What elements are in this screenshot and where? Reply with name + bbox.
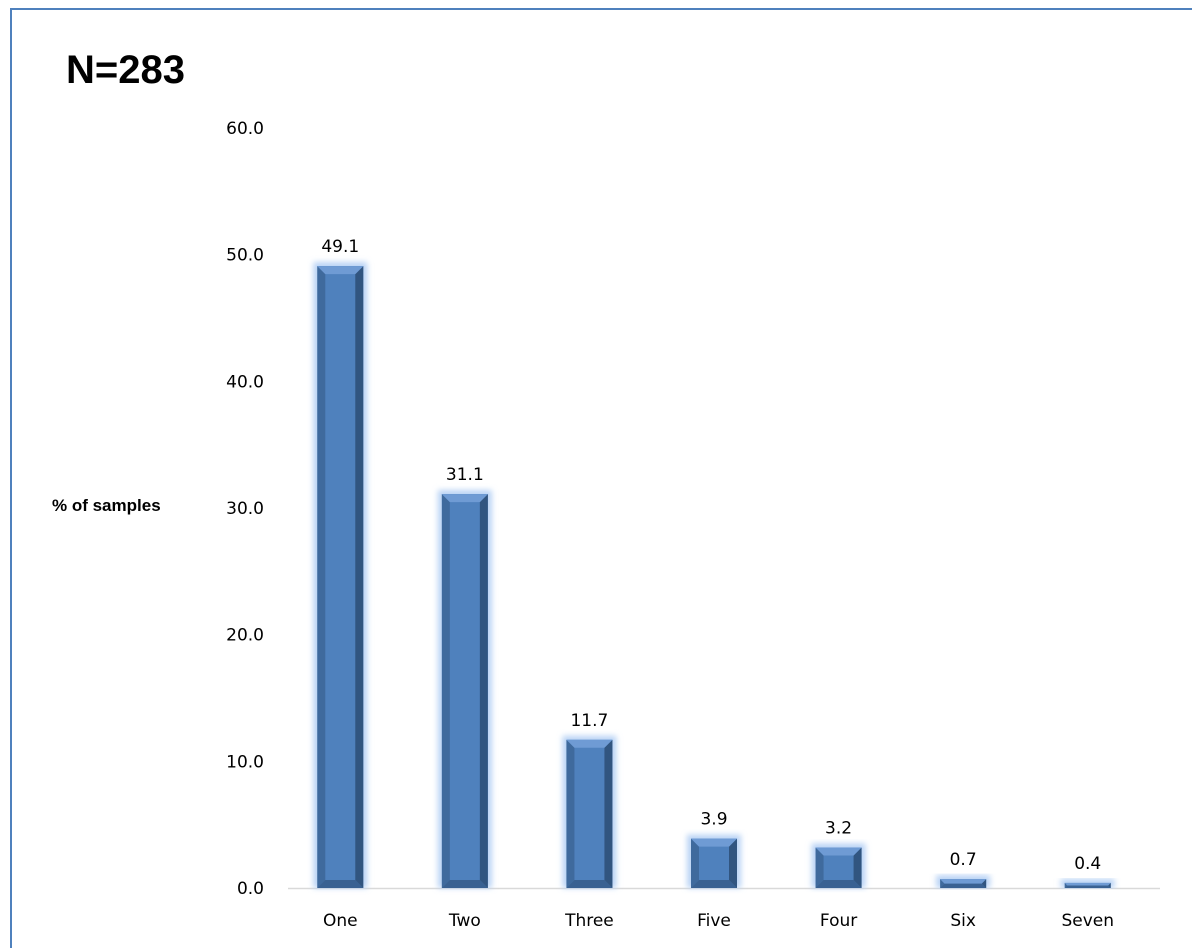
bar-five (687, 834, 741, 888)
bar-bevel (479, 494, 488, 888)
bar-bevel (1108, 882, 1111, 888)
data-label: 3.9 (700, 810, 727, 830)
data-label: 11.7 (570, 711, 608, 731)
bar-bevel (1064, 882, 1111, 886)
bar-bevel (940, 879, 987, 884)
y-tick-label: 60.0 (226, 119, 264, 139)
data-label: 0.7 (950, 850, 977, 870)
bar-bevel (441, 494, 450, 888)
x-tick-label: Three (564, 911, 614, 931)
bar-bevel (853, 847, 862, 888)
y-tick-label: 10.0 (226, 752, 264, 772)
bar-bevel (441, 880, 488, 888)
bar-bevel (566, 739, 613, 748)
bar-bevel (691, 838, 699, 888)
bar-bevel (981, 879, 987, 888)
bar-bevel (566, 880, 613, 888)
bar-bevel (815, 880, 862, 888)
bar-bevel (1064, 882, 1068, 888)
bar-bevel (691, 838, 737, 847)
chart-title: N=283 (66, 48, 185, 92)
bar-bevel (815, 847, 862, 856)
bar-bevel (317, 266, 326, 889)
y-tick-label: 20.0 (226, 626, 264, 646)
data-label: 0.4 (1074, 854, 1101, 874)
y-tick-label: 50.0 (226, 246, 264, 266)
x-tick-label: Five (697, 911, 731, 931)
bar-bevel (566, 739, 575, 888)
bar-seven (1060, 878, 1115, 888)
bar-bevel (317, 880, 364, 888)
bar-bevel (441, 494, 488, 503)
chart-frame (10, 8, 1192, 948)
y-axis-label: % of samples (52, 496, 161, 515)
bar-bevel (691, 880, 737, 888)
data-label: 3.2 (825, 818, 852, 838)
x-tick-label: Two (448, 911, 481, 931)
x-tick-label: Four (820, 911, 857, 931)
bar-six (936, 875, 991, 888)
x-tick-label: One (323, 911, 358, 931)
bar-bevel (815, 847, 824, 888)
y-tick-label: 30.0 (226, 499, 264, 519)
bar-bevel (317, 266, 364, 275)
bar-bevel (1064, 885, 1111, 888)
bar-four (811, 843, 866, 888)
bar-one (313, 262, 368, 889)
y-tick-label: 0.0 (237, 879, 264, 899)
bar-bevel (729, 838, 737, 888)
data-label: 31.1 (446, 465, 484, 485)
bar-two (437, 490, 492, 888)
x-tick-label: Six (950, 911, 976, 931)
data-label: 49.1 (321, 237, 359, 257)
bar-bevel (355, 266, 364, 889)
bar-bevel (604, 739, 613, 888)
bar-three (562, 735, 617, 888)
y-tick-label: 40.0 (226, 372, 264, 392)
x-tick-label: Seven (1061, 911, 1114, 931)
bar-bevel (940, 883, 987, 888)
bar-bevel (940, 879, 945, 888)
